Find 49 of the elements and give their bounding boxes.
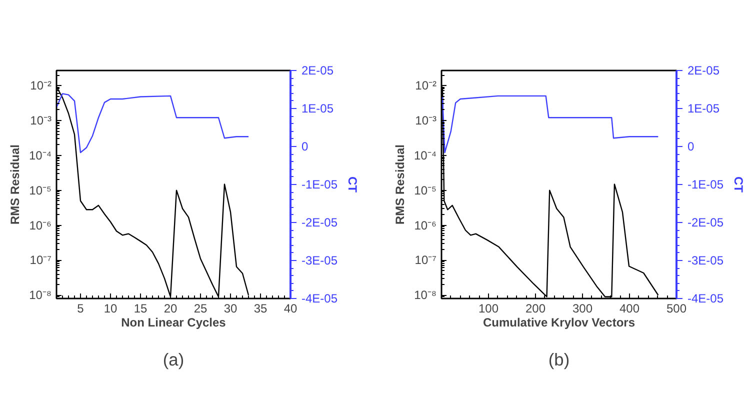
x-tick-label: 500 <box>666 302 687 316</box>
x-axis-title: Non Linear Cycles <box>121 316 226 330</box>
y-tick-label: 10⁻⁶ <box>414 218 437 232</box>
y2-axis-title: CT <box>346 176 360 194</box>
x-tick-label: 5 <box>77 302 84 316</box>
y2-tick-label: 1E-05 <box>302 102 334 116</box>
y2-tick-label: -3E-05 <box>688 254 724 268</box>
y2-tick-label: 0 <box>688 140 694 154</box>
y-tick-label: 10⁻⁵ <box>29 183 52 198</box>
x-tick-label: 35 <box>254 302 268 316</box>
y-tick-label: 10⁻³ <box>415 113 437 128</box>
y-tick-label: 10⁻⁸ <box>29 288 52 302</box>
x-tick-label: 25 <box>194 302 208 316</box>
x-axis-title: Cumulative Krylov Vectors <box>482 316 636 330</box>
y-axis-title: RMS Residual <box>8 144 22 225</box>
x-tick-label: 100 <box>478 302 499 316</box>
y2-tick-label: -4E-05 <box>302 292 338 306</box>
y2-tick-label: 2E-05 <box>302 64 334 78</box>
x-tick-label: 40 <box>284 302 298 316</box>
y-axis-title: RMS Residual <box>392 144 407 225</box>
text: (a) <box>162 350 184 370</box>
y2-tick-label: -2E-05 <box>302 216 338 230</box>
x-tick-label: 15 <box>134 302 148 316</box>
y-tick-label: 10⁻² <box>30 78 52 93</box>
text: (b) <box>548 350 570 370</box>
x-tick-label: 400 <box>619 302 640 316</box>
y-tick-label: 10⁻² <box>415 78 437 93</box>
y2-tick-label: 1E-05 <box>688 102 720 116</box>
y-tick-label: 10⁻⁷ <box>414 253 437 268</box>
x-tick-label: 200 <box>525 302 546 316</box>
y-tick-label: 10⁻⁷ <box>30 253 52 268</box>
x-tick-label: 10 <box>104 302 118 316</box>
y-tick-label: 10⁻³ <box>30 113 52 128</box>
x-tick-label: 20 <box>164 302 178 316</box>
y-tick-label: 10⁻⁵ <box>414 183 437 198</box>
x-tick-label: 300 <box>572 302 593 316</box>
x-tick-label: 30 <box>224 302 238 316</box>
y2-tick-label: -3E-05 <box>302 254 338 268</box>
y2-tick-label: -2E-05 <box>688 216 724 230</box>
y2-tick-label: -1E-05 <box>302 178 338 192</box>
y-tick-label: 10⁻⁶ <box>29 218 52 232</box>
y2-axis-title: CT <box>732 176 746 194</box>
y2-tick-label: -1E-05 <box>688 178 724 192</box>
y2-tick-label: -4E-05 <box>688 292 724 306</box>
y2-tick-label: 0 <box>302 140 308 154</box>
y-tick-label: 10⁻⁴ <box>28 148 52 162</box>
y-tick-label: 10⁻⁴ <box>414 148 437 162</box>
y-tick-label: 10⁻⁸ <box>414 288 437 302</box>
y2-tick-label: 2E-05 <box>688 64 720 78</box>
